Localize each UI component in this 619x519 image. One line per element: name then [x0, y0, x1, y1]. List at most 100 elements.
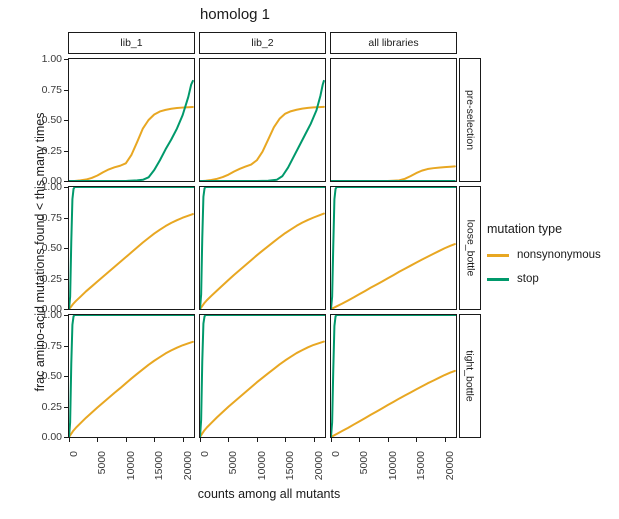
column-strip-lib-2: lib_2 [199, 32, 326, 54]
line-nonsynonymous [200, 212, 325, 309]
line-stop [200, 315, 325, 437]
y-tick-mark [64, 59, 68, 60]
x-tick-label: 5000 [227, 451, 240, 475]
y-tick-mark [64, 376, 68, 377]
x-tick-mark [97, 438, 99, 442]
line-stop [331, 315, 456, 437]
line-nonsynonymous [331, 369, 456, 437]
y-tick-label: 0.50 [41, 370, 62, 382]
y-tick-label: 0.75 [41, 83, 62, 96]
panel-loose-bottle-all-libraries [330, 186, 457, 310]
line-nonsynonymous [200, 105, 325, 181]
line-nonsynonymous [69, 213, 194, 309]
x-tick-label: 0 [199, 451, 211, 457]
y-tick-mark [64, 187, 68, 188]
y-tick-label: 0.75 [41, 211, 62, 224]
x-tick-mark [200, 438, 201, 442]
x-tick-label: 20000 [181, 451, 194, 481]
y-tick-label: 0.50 [41, 242, 62, 254]
x-tick-label: 10000 [255, 451, 268, 481]
legend-swatch-nonsynonymous [487, 253, 509, 257]
legend-swatch-stop [487, 277, 509, 281]
panel-tight-bottle-lib-2 [199, 314, 326, 438]
x-tick-mark [228, 438, 230, 442]
x-tick-mark [416, 438, 418, 442]
line-stop [200, 187, 325, 309]
legend-item-stop[interactable]: stop [487, 269, 601, 289]
line-stop [69, 315, 194, 437]
x-tick-label: 0 [330, 451, 342, 457]
y-tick-mark [64, 120, 68, 121]
x-tick-mark [69, 438, 70, 442]
x-tick-mark [313, 438, 315, 442]
panel-tight-bottle-all-libraries [330, 314, 457, 438]
column-strip-lib-1: lib_1 [68, 32, 195, 54]
x-tick-label: 0 [68, 451, 80, 457]
line-stop [200, 79, 325, 181]
x-tick-mark [331, 438, 332, 442]
x-tick-mark [125, 438, 127, 442]
y-tick-label: 0.00 [41, 431, 62, 443]
legend-title: mutation type [487, 222, 563, 236]
y-tick-mark [64, 406, 68, 408]
y-tick-mark [64, 309, 68, 310]
panel-tight-bottle-lib-1 [68, 314, 195, 438]
x-tick-label: 15000 [284, 451, 297, 481]
legend-entries: nonsynonymous stop [487, 245, 601, 289]
x-tick-label: 5000 [96, 451, 109, 475]
x-tick-label: 10000 [386, 451, 399, 481]
line-nonsynonymous [331, 165, 456, 181]
panel-pre-selection-lib-2 [199, 58, 326, 182]
x-tick-label: 15000 [415, 451, 428, 481]
row-strip-pre-selection: pre-selection [459, 58, 481, 182]
legend-item-nonsynonymous[interactable]: nonsynonymous [487, 245, 601, 265]
panel-pre-selection-lib-1 [68, 58, 195, 182]
y-tick-label: 1.00 [41, 53, 62, 65]
y-tick-label: 0.00 [41, 175, 62, 187]
y-tick-mark [64, 345, 68, 347]
y-tick-mark [64, 278, 68, 280]
panel-pre-selection-all-libraries [330, 58, 457, 182]
y-tick-label: 0.25 [41, 272, 62, 285]
x-tick-mark [444, 438, 446, 442]
panel-loose-bottle-lib-1 [68, 186, 195, 310]
legend-label-stop: stop [517, 273, 539, 285]
y-tick-label: 0.00 [41, 303, 62, 315]
y-tick-label: 0.75 [41, 339, 62, 352]
x-tick-label: 20000 [443, 451, 456, 481]
line-nonsynonymous [331, 243, 456, 309]
line-stop [69, 79, 194, 181]
panel-loose-bottle-lib-2 [199, 186, 326, 310]
x-tick-label: 5000 [358, 451, 371, 475]
y-tick-label: 1.00 [41, 181, 62, 193]
x-tick-mark [359, 438, 361, 442]
legend: mutation type nonsynonymous stop [487, 222, 601, 293]
x-axis-label: counts among all mutants [197, 487, 341, 501]
x-tick-mark [387, 438, 389, 442]
row-strip-loose-bottle: loose_bottle [459, 186, 481, 310]
x-tick-label: 10000 [124, 451, 137, 481]
y-tick-label: 0.25 [41, 400, 62, 413]
page-title: homolog 1 [199, 6, 271, 23]
y-tick-mark [64, 150, 68, 152]
y-tick-mark [64, 437, 68, 438]
y-tick-label: 1.00 [41, 309, 62, 321]
line-nonsynonymous [200, 340, 325, 437]
y-tick-mark [64, 181, 68, 182]
line-stop [331, 187, 456, 309]
line-stop [69, 187, 194, 309]
row-strip-tight-bottle: tight_bottle [459, 314, 481, 438]
line-nonsynonymous [69, 340, 194, 437]
x-tick-mark [182, 438, 184, 442]
y-tick-label: 0.50 [41, 114, 62, 126]
y-tick-mark [64, 315, 68, 316]
x-tick-mark [154, 438, 156, 442]
x-tick-mark [285, 438, 287, 442]
line-nonsynonymous [69, 105, 194, 181]
x-tick-label: 15000 [153, 451, 166, 481]
y-tick-mark [64, 248, 68, 249]
legend-label-nonsynonymous: nonsynonymous [517, 249, 601, 261]
y-tick-label: 0.25 [41, 144, 62, 157]
y-tick-mark [64, 89, 68, 91]
